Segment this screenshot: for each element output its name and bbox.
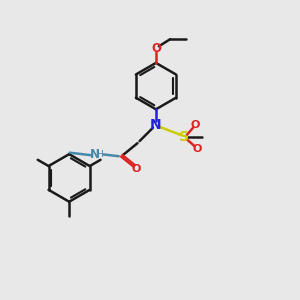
- Text: O: O: [132, 164, 141, 174]
- Text: O: O: [193, 143, 202, 154]
- Text: O: O: [191, 120, 200, 130]
- Text: N: N: [89, 148, 99, 161]
- Text: O: O: [151, 42, 161, 55]
- Text: N: N: [150, 118, 162, 132]
- Text: H: H: [96, 150, 103, 159]
- Text: S: S: [179, 130, 189, 144]
